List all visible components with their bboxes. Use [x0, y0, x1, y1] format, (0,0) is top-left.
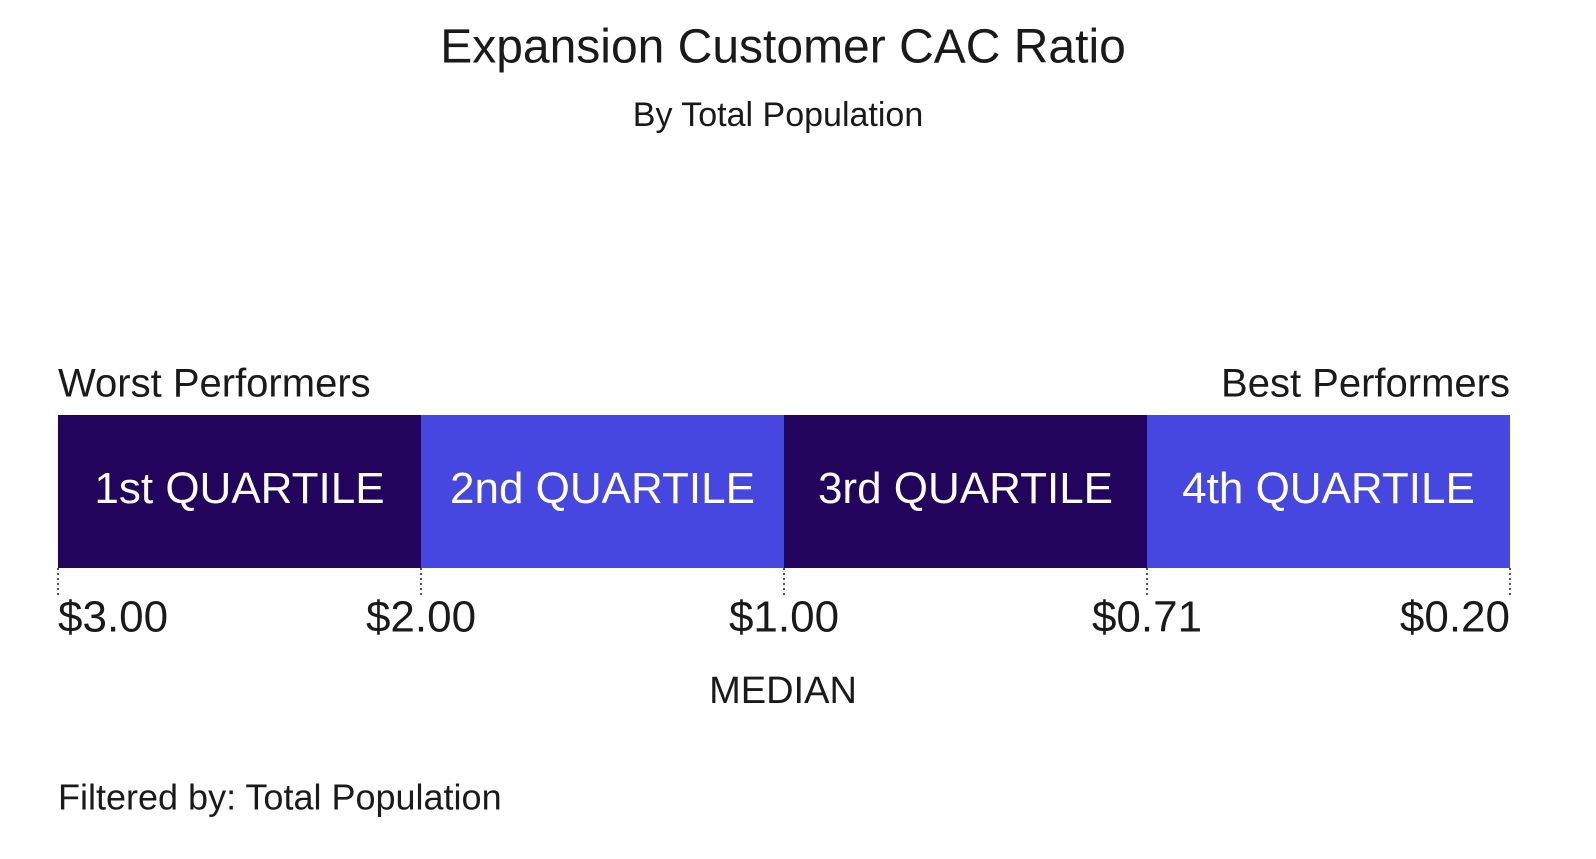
- footer: Filtered by: Total Population: [58, 777, 502, 818]
- right-label: Best Performers: [1221, 362, 1510, 406]
- subtitle: By Total Population: [633, 96, 923, 134]
- quartile-segment: [58, 415, 421, 568]
- quartile-label: 3rd QUARTILE: [818, 464, 1113, 513]
- quartile-segment: [421, 415, 784, 568]
- quartile-segment: [784, 415, 1147, 568]
- quartile-label: 2nd QUARTILE: [450, 464, 755, 513]
- quartile-label: 1st QUARTILE: [94, 464, 384, 513]
- boundary-label: $1.00: [729, 593, 839, 642]
- boundary-label: $2.00: [366, 593, 476, 642]
- quartile-segment: [1147, 415, 1510, 568]
- title: Expansion Customer CAC Ratio: [440, 21, 1126, 74]
- boundary-label: $3.00: [58, 593, 168, 642]
- boundary-label: $0.71: [1092, 593, 1202, 642]
- median-label: MEDIAN: [709, 670, 857, 712]
- left-label: Worst Performers: [58, 362, 371, 406]
- boundary-label: $0.20: [1400, 593, 1510, 642]
- quartile-label: 4th QUARTILE: [1182, 464, 1475, 513]
